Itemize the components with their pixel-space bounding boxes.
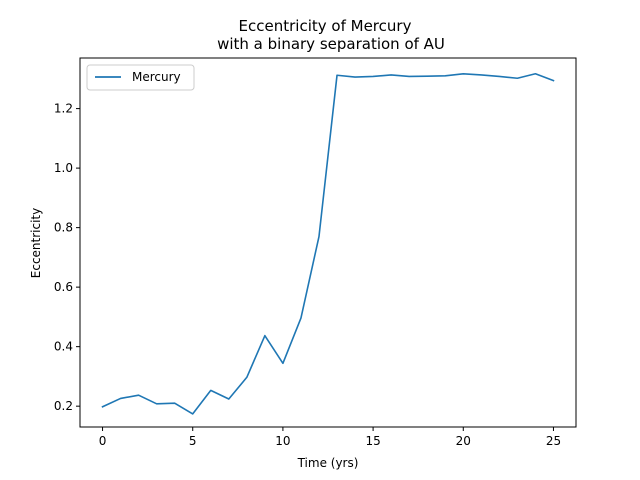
x-tick-label: 10 — [275, 434, 290, 448]
y-tick-label: 0.4 — [54, 340, 73, 354]
plot-frame — [79, 57, 577, 428]
legend-label-mercury: Mercury — [132, 70, 181, 84]
y-tick-label: 1.2 — [54, 102, 73, 116]
x-axis-label: Time (yrs) — [297, 456, 359, 470]
plot-series — [101, 72, 555, 415]
y-tick-label: 0.6 — [54, 280, 73, 294]
chart-subtitle: with a binary separation of AU — [217, 35, 445, 53]
x-tick-label: 20 — [456, 434, 471, 448]
x-tick-label: 5 — [189, 434, 197, 448]
y-tick-label: 0.2 — [54, 399, 73, 413]
chart-title: Eccentricity of Mercury — [239, 17, 412, 35]
x-tick-label: 25 — [546, 434, 561, 448]
y-tick-label: 0.8 — [54, 221, 73, 235]
x-tick-label: 15 — [365, 434, 380, 448]
y-axis-label: Eccentricity — [29, 208, 43, 278]
axis-ticks: 0 5 10 15 20 25 0.2 0.4 0.6 0.8 1.0 1.2 — [54, 102, 561, 448]
legend-box — [86, 64, 195, 91]
x-tick-label: 0 — [99, 434, 107, 448]
y-tick-label: 1.0 — [54, 161, 73, 175]
series-line-mercury — [101, 72, 555, 415]
legend: Mercury — [86, 64, 195, 91]
